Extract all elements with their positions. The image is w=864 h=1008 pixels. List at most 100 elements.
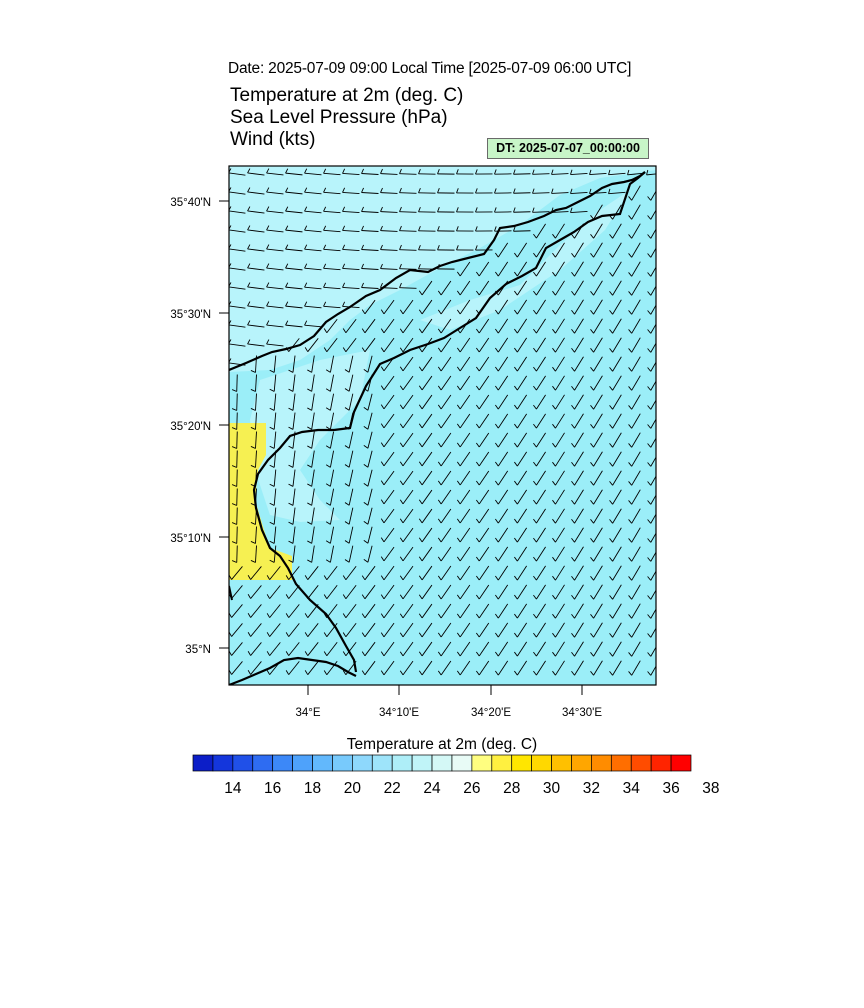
colorbar <box>192 754 692 772</box>
wind-barb <box>456 603 471 619</box>
wind-barb <box>628 584 641 600</box>
wind-barb <box>266 206 284 214</box>
wind-barb <box>399 206 417 213</box>
wind-barb <box>532 188 550 194</box>
wind-barb <box>475 413 490 429</box>
wind-barb <box>342 565 357 581</box>
wind-barb <box>399 299 414 315</box>
wind-barb <box>552 546 565 562</box>
wind-barb <box>399 282 417 289</box>
colorbar-label: 30 <box>542 780 561 797</box>
lon-label: 34°20'E <box>471 707 511 719</box>
wind-barb <box>323 206 341 214</box>
wind-barb <box>418 356 433 372</box>
wind-barb <box>361 282 379 289</box>
wind-barb <box>495 413 509 429</box>
wind-barb <box>380 375 395 391</box>
wind-barb <box>250 374 257 392</box>
wind-barb <box>590 280 603 296</box>
wind-barb <box>344 526 354 544</box>
colorbar-label: 24 <box>423 780 441 797</box>
colorbar-swatch <box>232 754 254 772</box>
wind-barb <box>571 318 584 334</box>
colorbar-label: 22 <box>383 780 401 797</box>
wind-barb <box>475 169 493 175</box>
wind-barb <box>437 546 452 562</box>
wind-barb <box>551 169 569 175</box>
wind-barb <box>628 470 641 486</box>
wind-barb <box>590 299 603 315</box>
field-title-temperature: Temperature at 2m (deg. C) <box>230 85 464 106</box>
wind-barb <box>304 338 319 352</box>
wind-barb <box>229 263 246 271</box>
wind-barb <box>304 282 322 290</box>
wind-barb <box>494 188 512 194</box>
wind-barb <box>456 527 471 543</box>
wind-barb <box>418 225 436 232</box>
wind-barb <box>307 469 315 487</box>
wind-barb <box>304 623 319 637</box>
wind-barb <box>247 187 265 195</box>
colorbar-swatch <box>312 754 333 772</box>
wind-barb <box>266 623 281 637</box>
wind-barb <box>399 337 414 353</box>
wind-barb <box>247 282 265 290</box>
wind-barb <box>533 337 546 353</box>
wind-barb <box>437 207 455 213</box>
wind-barb <box>552 641 565 657</box>
wind-barb <box>399 489 414 505</box>
wind-barb <box>475 489 490 505</box>
wind-barb <box>532 207 550 213</box>
wind-barb <box>437 565 452 581</box>
wind-barb <box>380 508 395 524</box>
wind-barb <box>475 299 490 315</box>
wind-barb <box>647 437 656 448</box>
colorbar-swatch <box>531 754 552 772</box>
wind-barb <box>628 527 641 543</box>
wind-barb <box>609 660 622 676</box>
wind-barb <box>266 642 281 656</box>
wind-barb <box>647 551 656 562</box>
wind-barb <box>323 187 341 195</box>
wind-barb <box>229 206 246 214</box>
colorbar-label: 34 <box>622 780 640 797</box>
wind-barb <box>380 413 395 429</box>
wind-barb <box>647 589 656 600</box>
wind-barb <box>475 508 490 524</box>
wind-barb <box>323 584 338 600</box>
wind-barb <box>533 394 546 410</box>
wind-barb <box>344 507 354 525</box>
wind-barb <box>229 282 246 290</box>
wind-barb <box>533 413 546 429</box>
wind-barb <box>609 375 622 391</box>
wind-barb <box>495 622 509 638</box>
wind-barb <box>229 320 246 328</box>
wind-barb <box>269 431 277 449</box>
wind-barb <box>647 608 656 619</box>
wind-barb <box>647 361 656 372</box>
wind-barb <box>475 622 490 638</box>
wind-barb <box>609 527 622 543</box>
wind-barb <box>533 565 546 581</box>
wind-barb <box>495 299 509 315</box>
wind-barb <box>514 356 528 372</box>
wind-barb <box>437 169 455 175</box>
wind-barb <box>361 603 376 619</box>
wind-barb <box>647 266 656 277</box>
wind-barb <box>399 375 414 391</box>
colorbar-label: 18 <box>303 780 322 797</box>
wind-barb <box>342 584 357 600</box>
wind-barb <box>608 188 626 195</box>
wind-barb <box>323 244 341 252</box>
wind-barb <box>307 393 315 411</box>
wind-barb <box>418 584 433 600</box>
wind-barb <box>380 527 395 543</box>
wind-barb <box>609 242 622 258</box>
wind-barb <box>361 641 376 657</box>
wind-barb <box>380 451 395 467</box>
wind-barb <box>647 285 656 296</box>
wind-barb <box>269 374 277 392</box>
wind-barb <box>342 337 357 353</box>
wind-barb <box>647 399 656 410</box>
